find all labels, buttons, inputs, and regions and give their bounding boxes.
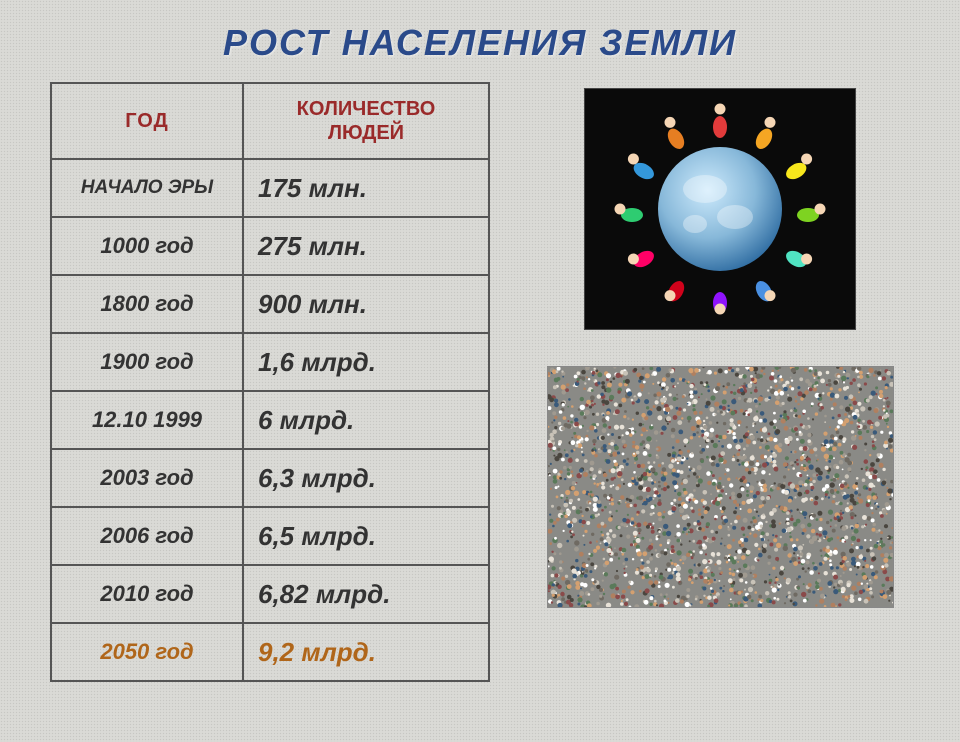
table-row: НАЧАЛО ЭРЫ175 млн.: [51, 159, 489, 217]
col-header-pop-line2: ЛЮДЕЙ: [328, 122, 404, 144]
cell-year: 2003 год: [51, 449, 243, 507]
cell-year: 1900 год: [51, 333, 243, 391]
cell-year: НАЧАЛО ЭРЫ: [51, 159, 243, 217]
table-row: 2010 год6,82 млрд.: [51, 565, 489, 623]
cell-population: 900 млн.: [243, 275, 489, 333]
page-title: РОСТ НАСЕЛЕНИЯ ЗЕМЛИ: [0, 22, 960, 64]
globe-with-children-icon: [610, 99, 830, 319]
cell-population: 175 млн.: [243, 159, 489, 217]
population-table: ГОД КОЛИЧЕСТВО ЛЮДЕЙ НАЧАЛО ЭРЫ175 млн.1…: [50, 82, 490, 682]
table-row: 1900 год1,6 млрд.: [51, 333, 489, 391]
cell-population: 1,6 млрд.: [243, 333, 489, 391]
cell-population: 6,5 млрд.: [243, 507, 489, 565]
col-header-population: КОЛИЧЕСТВО ЛЮДЕЙ: [243, 83, 489, 159]
population-table-container: ГОД КОЛИЧЕСТВО ЛЮДЕЙ НАЧАЛО ЭРЫ175 млн.1…: [50, 82, 490, 682]
table-body: НАЧАЛО ЭРЫ175 млн.1000 год275 млн.1800 г…: [51, 159, 489, 681]
image-column: [530, 82, 910, 682]
cell-year: 12.10 1999: [51, 391, 243, 449]
table-row: 12.10 19996 млрд.: [51, 391, 489, 449]
cell-population: 275 млн.: [243, 217, 489, 275]
content-row: ГОД КОЛИЧЕСТВО ЛЮДЕЙ НАЧАЛО ЭРЫ175 млн.1…: [0, 82, 960, 682]
cell-population: 6 млрд.: [243, 391, 489, 449]
crowd-photo: [548, 367, 893, 607]
crowd-image: [547, 366, 894, 608]
cell-population: 6,82 млрд.: [243, 565, 489, 623]
cell-year: 2010 год: [51, 565, 243, 623]
globe-image: [584, 88, 856, 330]
cell-year: 1800 год: [51, 275, 243, 333]
table-row: 2050 год9,2 млрд.: [51, 623, 489, 681]
cell-year: 1000 год: [51, 217, 243, 275]
col-header-pop-line1: КОЛИЧЕСТВО: [297, 98, 436, 120]
table-row: 2003 год6,3 млрд.: [51, 449, 489, 507]
table-row: 1800 год900 млн.: [51, 275, 489, 333]
table-row: 2006 год6,5 млрд.: [51, 507, 489, 565]
cell-population: 6,3 млрд.: [243, 449, 489, 507]
cell-year: 2050 год: [51, 623, 243, 681]
table-row: 1000 год275 млн.: [51, 217, 489, 275]
cell-year: 2006 год: [51, 507, 243, 565]
cell-population: 9,2 млрд.: [243, 623, 489, 681]
col-header-year: ГОД: [51, 83, 243, 159]
